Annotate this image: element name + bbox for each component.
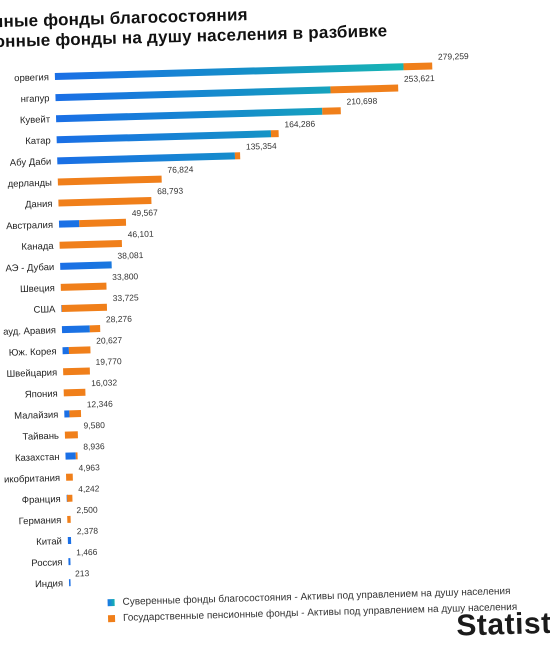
value-label-9: 46,101	[128, 229, 155, 240]
bar-pension-2[interactable]	[330, 84, 399, 94]
bar-pension-15[interactable]	[63, 367, 90, 376]
category-label-15: Швейцария	[6, 367, 57, 379]
value-label-25: 213	[75, 568, 90, 578]
value-label-6: 76,824	[167, 164, 194, 175]
category-label-2: нгапур	[21, 93, 50, 105]
bar-pension-21[interactable]	[66, 494, 73, 502]
value-label-15: 19,770	[95, 356, 122, 367]
bar-sovereign-1[interactable]	[54, 63, 404, 81]
bar-pension-4[interactable]	[270, 130, 279, 138]
value-label-12: 33,725	[113, 292, 140, 303]
bar-pension-17[interactable]	[69, 410, 82, 418]
value-label-23: 2,378	[77, 526, 99, 537]
category-label-3: Кувейт	[20, 114, 51, 126]
category-label-24: Россия	[31, 557, 62, 569]
bar-pension-13[interactable]	[89, 325, 101, 333]
stacked-bar-chart: орвегия 279,259 нгапур 253,621 Кувейт 210,698…	[0, 51, 469, 590]
category-label-8: Австралия	[6, 220, 53, 232]
bar-pension-20[interactable]	[65, 473, 73, 481]
value-label-4: 164,286	[284, 119, 315, 130]
bar-sovereign-4[interactable]	[56, 130, 272, 144]
category-label-23: Китай	[36, 536, 62, 548]
category-label-20: еликобритания	[0, 473, 60, 486]
bar-pension-3[interactable]	[322, 107, 341, 115]
category-label-22: Германия	[19, 515, 62, 527]
value-label-20: 4,963	[78, 462, 100, 473]
bar-sovereign-5[interactable]	[57, 152, 236, 165]
category-label-7: Дания	[25, 199, 53, 211]
bar-sovereign-17[interactable]	[64, 410, 70, 418]
value-label-21: 4,242	[78, 483, 100, 494]
bar-sovereign-10[interactable]	[60, 261, 112, 270]
value-label-22: 2,500	[76, 505, 98, 516]
bar-pension-18[interactable]	[64, 431, 78, 439]
category-label-14: Юж. Корея	[9, 346, 57, 358]
value-label-24: 1,466	[76, 547, 98, 558]
value-label-1: 279,259	[438, 51, 469, 62]
bar-pension-19[interactable]	[75, 452, 78, 460]
bar-sovereign-3[interactable]	[55, 107, 323, 123]
bar-sovereign-19[interactable]	[65, 452, 76, 460]
category-label-1: орвегия	[14, 72, 49, 84]
category-label-25: Индия	[35, 578, 63, 590]
bar-pension-9[interactable]	[59, 240, 123, 249]
bar-sovereign-2[interactable]	[55, 86, 331, 102]
bar-pension-22[interactable]	[67, 515, 71, 523]
bar-pension-1[interactable]	[403, 62, 433, 71]
category-label-9: Канада	[21, 241, 54, 253]
brand-logo: Statista	[455, 606, 550, 643]
bar-sovereign-14[interactable]	[62, 347, 70, 355]
category-label-19: Казахстан	[15, 452, 60, 464]
category-label-12: США	[33, 304, 56, 316]
value-label-7: 68,793	[157, 186, 184, 197]
bar-sovereign-23[interactable]	[67, 536, 72, 545]
value-label-14: 20,627	[96, 335, 123, 346]
category-label-18: Тайвань	[22, 431, 59, 443]
value-label-19: 8,936	[83, 441, 105, 452]
category-label-17: Малайзия	[14, 410, 59, 422]
value-label-11: 33,800	[112, 271, 139, 282]
value-label-17: 12,346	[87, 399, 114, 410]
category-label-6: дерланды	[8, 178, 53, 190]
value-label-3: 210,698	[346, 96, 377, 107]
category-label-16: Япония	[25, 389, 58, 401]
category-label-4: Катар	[25, 135, 51, 147]
bar-pension-6[interactable]	[57, 175, 162, 186]
category-label-10: АЭ - Дубаи	[5, 262, 54, 274]
value-label-18: 9,580	[83, 420, 105, 431]
bar-pension-11[interactable]	[60, 282, 107, 291]
value-label-5: 135,354	[246, 141, 277, 152]
legend-swatch-pension	[107, 615, 116, 623]
legend-swatch-sovereign	[107, 599, 115, 607]
value-label-8: 49,567	[132, 207, 159, 218]
bar-pension-8[interactable]	[79, 218, 127, 228]
category-label-11: Швеция	[20, 283, 55, 295]
bar-sovereign-25[interactable]	[68, 579, 71, 587]
bar-pension-12[interactable]	[61, 303, 108, 313]
bar-pension-7[interactable]	[58, 196, 152, 207]
value-label-13: 28,276	[106, 314, 133, 325]
bar-pension-14[interactable]	[68, 346, 91, 355]
bar-pension-5[interactable]	[234, 152, 241, 160]
bar-pension-16[interactable]	[63, 388, 86, 397]
value-label-2: 253,621	[404, 73, 435, 84]
bar-sovereign-24[interactable]	[68, 558, 71, 566]
value-label-10: 38,081	[117, 250, 144, 261]
bar-sovereign-8[interactable]	[58, 220, 80, 228]
category-label-13: ауд. Аравия	[3, 325, 56, 337]
category-label-5: Абу Даби	[10, 157, 52, 169]
category-label-21: Франция	[22, 494, 61, 506]
value-label-16: 16,032	[91, 377, 118, 388]
bar-sovereign-13[interactable]	[61, 325, 90, 334]
